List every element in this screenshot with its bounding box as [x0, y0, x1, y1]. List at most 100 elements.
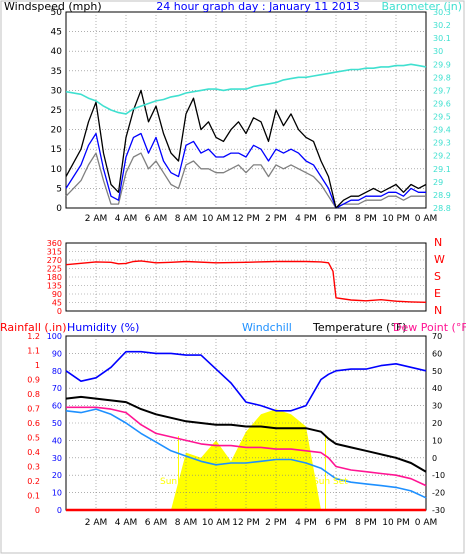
- direction-grid: [66, 243, 426, 311]
- baro-tick-29-6: 29.6: [433, 99, 451, 108]
- baro-y-tick-labels: 28.8 28.9 29 29.1 29.2 29.3 29.4 29.5 29.6 29.7 29…: [433, 8, 451, 213]
- x-tick-2-pm: 2 PM: [265, 214, 287, 224]
- x-tick-10-pm: 10 PM: [382, 214, 410, 224]
- series-windspeed-low: [65, 152, 426, 209]
- rain-tick-1-2: 1.2: [27, 332, 40, 341]
- wind-tick-35: 35: [51, 67, 62, 77]
- x-tick-12-pm: 12 PM: [232, 518, 260, 528]
- temperature-tick-20: -20: [432, 489, 445, 498]
- series-humidity: [65, 350, 427, 412]
- direction-tick-180: 180: [47, 273, 62, 282]
- x-tick-4-pm: 4 PM: [295, 518, 317, 528]
- rain-tick-1-1: 1.1: [27, 347, 40, 356]
- baro-tick-29-3: 29.3: [433, 139, 451, 148]
- wind-tick-0: 0: [56, 204, 62, 214]
- humidity-tick-70: 70: [52, 384, 62, 393]
- compass-tick-w: W: [434, 253, 445, 266]
- direction-tick-45: 45: [52, 299, 62, 308]
- temperature-x-tick-labels: 2 AM 4 AM 6 AM 8 AM 10 AM 12 PM 2 PM 4 PM 6 PM 8 …: [85, 518, 438, 528]
- baro-tick-30: 30: [433, 47, 443, 56]
- x-tick-0-am: 0 AM: [415, 518, 438, 528]
- humidity-tick-90: 90: [52, 349, 62, 358]
- direction-tick-315: 315: [47, 248, 62, 257]
- x-tick-2-am: 2 AM: [85, 518, 108, 528]
- wind-x-tick-labels: 2 AM 4 AM 6 AM 8 AM 10 AM 12 PM 2 PM 4 PM 6 PM 8 …: [85, 214, 438, 224]
- rain-tick-0-7: 0.7: [27, 405, 40, 414]
- direction-tick-225: 225: [47, 265, 62, 274]
- x-tick-8-am: 8 AM: [175, 214, 198, 224]
- direction-tick-0: 0: [57, 307, 62, 316]
- x-tick-6-pm: 6 PM: [325, 518, 347, 528]
- direction-series: [65, 260, 427, 303]
- direction-tick-360: 360: [47, 239, 62, 248]
- temperature-legend: Temperature (°F): [312, 321, 407, 334]
- series-wind-direction: [65, 260, 427, 303]
- rain-tick-0-8: 0.8: [27, 390, 40, 399]
- compass-tick-n: N: [434, 236, 442, 249]
- series-windspeed: [65, 89, 427, 209]
- series-dew-point: [66, 406, 427, 487]
- direction-tick-135: 135: [47, 282, 62, 291]
- baro-tick-30-3: 30.3: [433, 8, 451, 17]
- rain-tick-0-5: 0.5: [27, 434, 40, 443]
- x-tick-6-am: 6 AM: [145, 214, 168, 224]
- temperature-tick-20: 20: [432, 419, 442, 428]
- compass-tick-n: N: [434, 304, 442, 317]
- rain-tick-0: 0: [35, 506, 40, 515]
- windchill-legend: Windchill: [242, 321, 292, 334]
- compass-tick-e: E: [434, 287, 441, 300]
- wind-tick-40: 40: [51, 47, 63, 57]
- baro-tick-29-8: 29.8: [433, 73, 451, 82]
- wind-tick-25: 25: [51, 106, 62, 116]
- rain-tick-0-6: 0.6: [27, 419, 40, 428]
- wind-tick-30: 30: [51, 86, 63, 96]
- humidity-tick-20: 20: [52, 471, 62, 480]
- temperature-tick-0: 0: [432, 454, 437, 463]
- x-tick-2-pm: 2 PM: [265, 518, 287, 528]
- rain-tick-0-2: 0.2: [27, 477, 40, 486]
- wind-grid: [66, 12, 426, 208]
- x-tick-4-am: 4 AM: [115, 214, 138, 224]
- series-temperature: [65, 395, 427, 473]
- humidity-tick-10: 10: [52, 489, 62, 498]
- x-tick-12-pm: 12 PM: [232, 214, 260, 224]
- sunset-label: Sun Set: [313, 477, 348, 487]
- temperature-tick-40: 40: [432, 384, 442, 393]
- wind-tick-5: 5: [56, 184, 62, 194]
- x-tick-2-am: 2 AM: [85, 214, 108, 224]
- chart-title: 24 hour graph day : January 11 2013: [156, 0, 360, 13]
- temperature-series: [65, 350, 427, 512]
- direction-tick-90: 90: [52, 290, 62, 299]
- wind-tick-10: 10: [51, 165, 63, 175]
- humidity-tick-0: 0: [57, 506, 62, 515]
- temperature-tick-10: 10: [432, 436, 442, 445]
- temperature-tick-70: 70: [432, 332, 442, 341]
- temperature-tick-30: 30: [432, 402, 442, 411]
- compass-tick-s: S: [434, 270, 441, 283]
- wind-y-tick-labels: 0 5 10 15 20 25 30 35 40 45 50: [51, 8, 63, 214]
- temperature-y-tick-labels: -30 -20 -10 0 10 20 30 40 50 60 70: [432, 332, 445, 515]
- baro-tick-30-2: 30.2: [433, 21, 451, 30]
- humidity-tick-80: 80: [52, 367, 62, 376]
- rain-tick-0-4: 0.4: [27, 448, 40, 457]
- rain-tick-1: 1: [35, 361, 40, 370]
- series-barometer: [65, 63, 427, 115]
- rain-tick-0-3: 0.3: [27, 463, 40, 472]
- baro-tick-29-4: 29.4: [433, 126, 451, 135]
- baro-axis-label: Barometer (in): [382, 0, 463, 13]
- x-tick-4-pm: 4 PM: [295, 214, 317, 224]
- temperature-tick-50: 50: [432, 367, 442, 376]
- temperature-tick-10: -10: [432, 471, 445, 480]
- baro-tick-29-5: 29.5: [433, 113, 451, 122]
- x-tick-10-am: 10 AM: [202, 214, 230, 224]
- wind-tick-45: 45: [51, 28, 62, 38]
- temperature-tick-30: -30: [432, 506, 445, 515]
- rain-y-tick-labels: 0 0.1 0.2 0.3 0.4 0.5 0.6 0.7 0.8 0.9 1 1.1 1.2: [27, 332, 40, 515]
- baro-tick-30-1: 30.1: [433, 34, 451, 43]
- temperature-grid: [66, 336, 426, 510]
